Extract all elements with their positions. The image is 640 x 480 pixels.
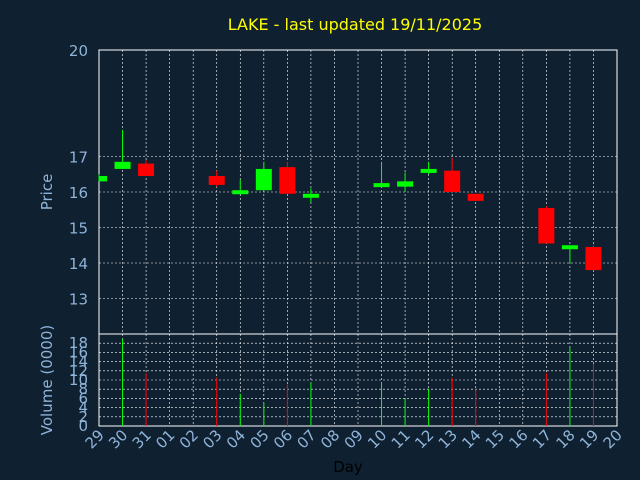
x-tick-label: 02 xyxy=(176,426,202,452)
candle-body xyxy=(138,163,155,177)
x-tick-label: 08 xyxy=(317,426,343,452)
volume-y-tick-label: 14 xyxy=(69,353,88,371)
candle-10 xyxy=(373,161,390,188)
x-tick-label: 06 xyxy=(270,426,296,452)
candlestick-series xyxy=(98,129,602,271)
price-y-tick-label: 16 xyxy=(69,184,88,202)
price-y-tick-label: 20 xyxy=(69,42,88,60)
candle-30 xyxy=(114,129,131,169)
candle-body xyxy=(232,190,249,195)
x-tick-label: 04 xyxy=(223,426,249,452)
x-tick-label: 15 xyxy=(482,426,508,452)
candle-body xyxy=(444,170,461,192)
volume-y-tick-label: 0 xyxy=(78,417,88,435)
x-axis-label: Day xyxy=(333,458,363,476)
candle-body xyxy=(279,167,296,194)
price-y-tick-label: 15 xyxy=(69,220,88,238)
chart-title: LAKE - last updated 19/11/2025 xyxy=(228,15,483,34)
candle-04 xyxy=(232,179,249,195)
price-axis-label: Price xyxy=(38,174,56,211)
price-y-tick-label: 13 xyxy=(69,291,88,309)
volume-y-tick-label: 10 xyxy=(69,371,88,389)
candle-03 xyxy=(208,170,225,187)
candle-05 xyxy=(255,161,272,191)
candle-body xyxy=(373,183,390,188)
x-tick-label: 31 xyxy=(129,426,155,452)
x-tick-label: 17 xyxy=(529,426,555,452)
volume-axis-label: Volume (0000) xyxy=(38,325,56,435)
candle-body xyxy=(561,245,578,250)
x-tick-label: 03 xyxy=(199,426,225,452)
volume-y-tick-label: 16 xyxy=(69,343,88,361)
candle-07 xyxy=(302,188,319,203)
volume-y-tick-label: 8 xyxy=(78,380,88,398)
candle-19 xyxy=(585,245,602,271)
candle-06 xyxy=(279,161,296,194)
candle-body xyxy=(467,193,484,201)
volume-y-tick-label: 12 xyxy=(69,362,88,380)
candle-31 xyxy=(138,160,155,177)
x-tick-label: 30 xyxy=(105,426,131,452)
x-tick-label: 20 xyxy=(600,426,626,452)
x-tick-label: 07 xyxy=(294,426,320,452)
candle-12 xyxy=(420,161,437,175)
candle-18 xyxy=(561,245,578,263)
x-tick-label: 09 xyxy=(341,426,367,452)
x-tick-label: 01 xyxy=(152,426,178,452)
x-tick-label: 13 xyxy=(435,426,461,452)
candle-body xyxy=(538,207,555,244)
x-tick-label: 10 xyxy=(364,426,390,452)
x-tick-label: 11 xyxy=(388,426,414,452)
x-tick-label: 12 xyxy=(411,426,437,452)
volume-y-tick-label: 2 xyxy=(78,408,88,426)
x-tick-label: 14 xyxy=(458,426,484,452)
price-grid xyxy=(99,50,617,334)
candle-body xyxy=(114,161,131,169)
candle-29 xyxy=(98,174,107,182)
candle-body xyxy=(99,176,107,182)
volume-grid xyxy=(99,334,617,426)
candle-body xyxy=(397,181,414,187)
volume-y-tick-label: 6 xyxy=(78,389,88,407)
price-y-tick-labels: 13 14 15 16 17 20 xyxy=(69,42,88,309)
x-tick-labels: 2930310102030405060708091011121314151617… xyxy=(82,426,626,452)
candle-body xyxy=(302,193,319,198)
candle-body xyxy=(420,168,437,173)
candle-body xyxy=(255,168,272,191)
volume-y-tick-label: 4 xyxy=(78,399,88,417)
candle-body xyxy=(208,176,225,185)
candle-17 xyxy=(538,206,555,244)
candle-body xyxy=(585,247,602,271)
x-tick-label: 16 xyxy=(505,426,531,452)
price-y-tick-label: 14 xyxy=(69,255,88,273)
candle-11 xyxy=(397,172,414,192)
volume-y-tick-label: 18 xyxy=(69,334,88,352)
x-tick-label: 18 xyxy=(553,426,579,452)
candle-14 xyxy=(467,193,484,201)
price-y-tick-label: 17 xyxy=(69,149,88,167)
volume-bar-series xyxy=(122,338,594,426)
price-panel: 13 14 15 16 17 20 Price xyxy=(38,42,618,335)
x-tick-label: 19 xyxy=(576,426,602,452)
candle-13 xyxy=(444,158,461,192)
x-tick-label: 05 xyxy=(246,426,272,452)
